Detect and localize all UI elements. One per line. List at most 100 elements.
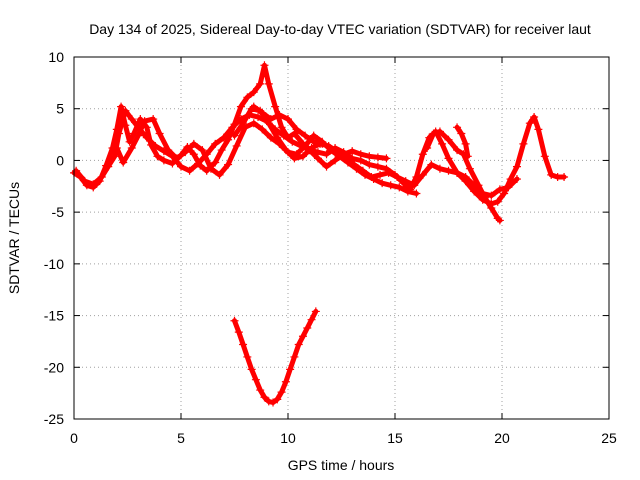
data-point bbox=[172, 154, 181, 163]
data-point bbox=[234, 328, 243, 337]
data-point bbox=[243, 352, 252, 361]
plot-area-border bbox=[73, 56, 610, 420]
data-point bbox=[376, 170, 385, 179]
data-point bbox=[142, 133, 151, 142]
data-point bbox=[474, 181, 483, 190]
data-point bbox=[512, 162, 521, 171]
data-point bbox=[493, 197, 502, 206]
data-point bbox=[438, 139, 447, 148]
data-point bbox=[418, 170, 427, 179]
data-point bbox=[487, 191, 496, 200]
data-point bbox=[72, 166, 81, 175]
data-point bbox=[281, 377, 290, 386]
y-tick-label: 10 bbox=[48, 49, 64, 65]
data-point bbox=[194, 159, 203, 168]
data-point bbox=[228, 123, 237, 132]
trace-7-series bbox=[249, 102, 327, 148]
data-point bbox=[333, 148, 342, 157]
data-point bbox=[418, 150, 427, 159]
data-point bbox=[303, 323, 312, 332]
data-point bbox=[356, 150, 365, 159]
x-axis-ticks: 0 5 10 15 20 25 bbox=[70, 57, 617, 446]
data-point bbox=[519, 139, 528, 148]
data-point bbox=[378, 179, 387, 188]
y-tick-label: -10 bbox=[44, 256, 64, 272]
data-point bbox=[324, 141, 333, 150]
y-axis-ticks: -25 -20 -15 -10 -5 0 5 10 bbox=[44, 49, 609, 427]
data-point bbox=[384, 168, 393, 177]
data-point bbox=[189, 139, 198, 148]
data-point bbox=[219, 133, 228, 142]
data-point bbox=[177, 162, 185, 171]
data-point bbox=[271, 102, 280, 111]
data-point bbox=[525, 119, 534, 128]
chart-title: Day 134 of 2025, Sidereal Day-to-day VTE… bbox=[89, 21, 591, 37]
data-point bbox=[348, 147, 357, 156]
x-tick-label: 20 bbox=[494, 430, 510, 446]
data-point bbox=[453, 168, 462, 177]
data-point bbox=[444, 135, 453, 144]
y-tick-label: -15 bbox=[44, 308, 64, 324]
data-point bbox=[206, 164, 215, 173]
grid-lines bbox=[74, 57, 609, 419]
data-point bbox=[373, 162, 382, 171]
data-point bbox=[198, 146, 207, 155]
data-point bbox=[215, 170, 224, 179]
data-point bbox=[112, 144, 121, 153]
y-tick-label: -5 bbox=[52, 204, 65, 220]
data-point bbox=[350, 160, 359, 169]
x-axis-title: GPS time / hours bbox=[288, 457, 395, 473]
data-point bbox=[211, 158, 220, 167]
data-point bbox=[275, 110, 284, 119]
data-point bbox=[382, 154, 391, 163]
data-point bbox=[230, 131, 239, 140]
trace-6-series bbox=[453, 123, 472, 161]
data-point bbox=[254, 112, 263, 121]
y-tick-label: -20 bbox=[44, 359, 64, 375]
data-point bbox=[290, 352, 299, 361]
data-point bbox=[412, 189, 421, 198]
data-point bbox=[461, 172, 470, 181]
data-point bbox=[480, 193, 489, 202]
data-point bbox=[277, 123, 286, 132]
data-point bbox=[217, 146, 226, 155]
data-point bbox=[243, 93, 252, 102]
trace-2-line bbox=[73, 108, 389, 187]
data-point bbox=[367, 172, 376, 181]
data-point bbox=[322, 162, 331, 171]
data-point bbox=[301, 141, 310, 150]
data-point bbox=[134, 131, 143, 140]
data-point bbox=[444, 166, 453, 175]
data-point bbox=[465, 164, 474, 173]
data-point bbox=[341, 154, 350, 163]
trace-8-series bbox=[230, 307, 320, 407]
data-point bbox=[149, 115, 158, 124]
data-point bbox=[461, 139, 470, 148]
data-point bbox=[281, 146, 290, 155]
data-point bbox=[301, 131, 310, 140]
data-point bbox=[313, 154, 322, 163]
data-point bbox=[294, 340, 303, 349]
data-point bbox=[136, 115, 145, 124]
data-point bbox=[540, 152, 549, 161]
data-point bbox=[290, 129, 299, 138]
data-point bbox=[277, 388, 286, 397]
data-point bbox=[97, 172, 106, 181]
data-point bbox=[189, 150, 198, 159]
data-point bbox=[547, 170, 556, 179]
data-point bbox=[260, 61, 269, 70]
data-point bbox=[236, 102, 245, 111]
data-point bbox=[119, 158, 128, 167]
data-point bbox=[117, 102, 126, 111]
data-point bbox=[286, 365, 295, 374]
data-point bbox=[453, 123, 462, 132]
data-point bbox=[260, 393, 269, 402]
data-point bbox=[444, 154, 453, 163]
data-point bbox=[292, 125, 301, 134]
data-point bbox=[495, 216, 504, 225]
data-point bbox=[298, 152, 307, 161]
y-tick-label: -25 bbox=[44, 411, 64, 427]
data-point bbox=[495, 185, 504, 194]
data-point bbox=[247, 365, 256, 374]
